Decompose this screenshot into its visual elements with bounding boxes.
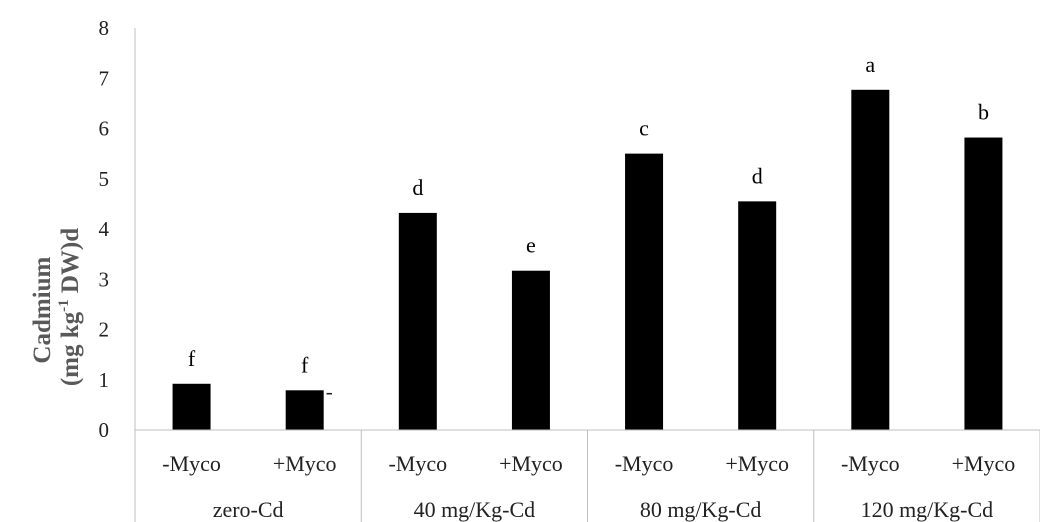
bar [738, 201, 777, 430]
y-tick-label: 2 [99, 318, 110, 342]
y-axis: 0 1 2 3 4 5 6 7 8 [99, 16, 136, 442]
error-label: - [326, 379, 333, 403]
y-tick-label: 8 [99, 16, 110, 40]
significance-label: a [865, 52, 875, 77]
y-tick-label: 1 [99, 368, 110, 392]
bar [851, 89, 890, 431]
y-axis-label: Cadmium (mg kg-1 DW)d [29, 228, 84, 386]
y-axis-label-line2: (mg kg-1 DW)d [56, 228, 84, 386]
bar [625, 153, 664, 430]
bar [511, 270, 550, 430]
x-group-label: 40 mg/Kg-Cd [414, 497, 536, 522]
y-axis-label-line1: Cadmium [29, 256, 56, 363]
x-category-label: -Myco [162, 451, 221, 476]
significance-label: b [978, 100, 989, 125]
significance-label: d [752, 163, 763, 188]
y-axis-label-superscript: -1 [56, 299, 72, 312]
bar [398, 212, 437, 430]
significance-label: d [412, 175, 423, 200]
x-category-label: -Myco [388, 451, 447, 476]
x-category-label: +Myco [725, 451, 789, 476]
y-tick-label: 7 [99, 66, 110, 90]
y-tick-label: 0 [99, 418, 110, 442]
bar [285, 390, 324, 430]
x-category-label: +Myco [952, 451, 1016, 476]
x-category-label: -Myco [615, 451, 674, 476]
x-category-label: +Myco [273, 451, 337, 476]
bar [964, 137, 1003, 431]
x-group-label: zero-Cd [213, 497, 284, 522]
x-group-label: 80 mg/Kg-Cd [640, 497, 762, 522]
bar [172, 383, 211, 430]
significance-label: f [188, 346, 196, 371]
x-group-label: 120 mg/Kg-Cd [861, 497, 994, 522]
significance-label: e [526, 233, 536, 258]
y-tick-label: 3 [99, 267, 110, 291]
y-tick-label: 4 [99, 217, 110, 241]
x-category-label: +Myco [499, 451, 563, 476]
significance-label: c [639, 116, 649, 141]
significance-label: f [301, 352, 309, 377]
y-tick-label: 5 [99, 167, 110, 191]
x-category-label: -Myco [841, 451, 900, 476]
x-axis: -Myco +Myco -Myco +Myco -Myco +Myco -Myco +Myco… [134, 429, 1040, 522]
y-tick-label: 6 [99, 117, 110, 141]
